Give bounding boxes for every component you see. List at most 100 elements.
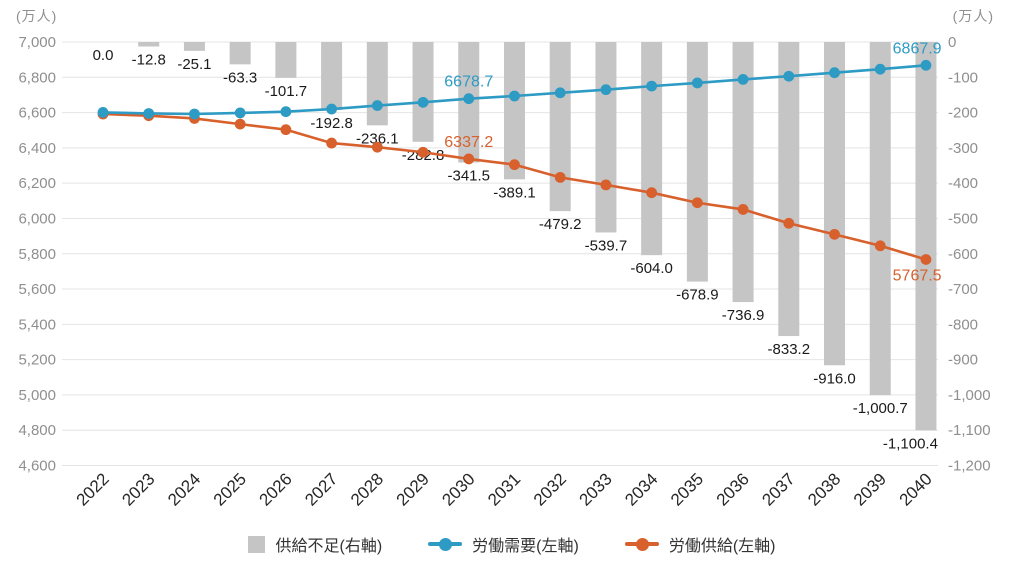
left-axis-tick-label: 5,800: [18, 246, 56, 263]
right-axis-tick-label: -500: [948, 210, 978, 227]
data-point: [97, 107, 109, 118]
shortage-bar: [778, 42, 800, 337]
year-label: 2031: [484, 469, 524, 509]
shortage-bar: [412, 42, 434, 142]
data-point: [280, 124, 292, 136]
data-point: [509, 90, 520, 102]
shortage-bar: [503, 42, 525, 180]
left-axis-tick-label: 6,400: [18, 140, 56, 157]
right-axis-tick-label: -100: [948, 69, 978, 86]
year-label: 2033: [576, 469, 616, 509]
shortage-bar: [732, 42, 754, 303]
shortage-bar: [321, 42, 343, 111]
data-point: [189, 108, 200, 120]
year-label: 2023: [118, 469, 158, 509]
year-label: 2027: [301, 469, 341, 509]
data-point: [326, 103, 337, 115]
bar-value-label: -539.7: [585, 237, 628, 254]
left-axis-tick-label: 7,000: [18, 34, 56, 51]
year-label: 2040: [896, 469, 936, 509]
data-point: [280, 106, 292, 118]
left-axis-tick-label: 5,000: [18, 387, 56, 404]
shortage-bar: [641, 42, 663, 256]
right-axis-tick-label: 0: [948, 34, 956, 51]
right-axis-tick-label: -1,100: [948, 422, 991, 439]
bar-value-label: -479.2: [539, 216, 582, 233]
data-point: [509, 159, 520, 171]
bar-value-label: -736.9: [722, 307, 765, 324]
year-label: 2032: [530, 469, 570, 509]
year-label: 2036: [713, 469, 753, 509]
data-point: [463, 153, 475, 165]
shortage-bar: [869, 42, 891, 396]
left-axis-unit: (万人): [16, 8, 58, 24]
shortage-bar: [138, 42, 160, 47]
year-label: 2038: [804, 469, 844, 509]
data-point: [691, 197, 703, 209]
shortage-bar: [229, 42, 251, 65]
line-dot-marker-icon: [428, 537, 463, 551]
line-dot-marker-icon: [624, 537, 659, 551]
series-point-labels: 6678.7 6867.9 6337.2 5767.5: [444, 40, 941, 284]
point-value-label: 6678.7: [444, 74, 493, 91]
year-label: 2037: [758, 469, 798, 509]
right-axis-tick-label: -600: [948, 246, 978, 263]
data-point: [829, 67, 840, 79]
data-point: [234, 107, 246, 119]
data-point: [783, 217, 795, 229]
labor-demand-line-series: [97, 59, 932, 120]
legend-item-labor-demand: 労働需要(左軸): [428, 532, 579, 556]
data-point: [829, 228, 840, 240]
legend-label: 労働供給(左軸): [668, 538, 776, 555]
shortage-bar: [915, 42, 937, 431]
right-axis-tick-label: -200: [948, 105, 978, 122]
data-point: [646, 187, 658, 199]
bar-value-label: -916.0: [813, 370, 856, 387]
data-point: [874, 240, 886, 252]
left-axis-tick-label: 6,600: [18, 105, 56, 122]
data-point: [600, 179, 612, 191]
bar-value-label: -12.8: [132, 52, 166, 69]
left-axis-tick-label: 5,400: [18, 316, 56, 333]
shortage-bar: [595, 42, 617, 233]
bar-value-label: -833.2: [768, 341, 811, 358]
left-axis-tick-label: 6,800: [18, 69, 56, 86]
left-axis-tick-label: 4,800: [18, 422, 56, 439]
bar-value-label: 0.0: [93, 47, 114, 64]
year-label: 2035: [667, 469, 707, 509]
bar-value-label: -604.0: [630, 260, 673, 277]
data-point: [371, 141, 383, 153]
point-value-label: 6337.2: [444, 134, 493, 151]
data-point: [874, 63, 886, 75]
data-point: [737, 74, 749, 85]
data-point: [417, 146, 429, 158]
supply-shortage-bar-series: [138, 42, 937, 431]
bar-value-label: -389.1: [493, 184, 536, 201]
right-axis-ticks: 0 -100 -200 -300 -400 -500 -600 -700 -800 -900 -1,…: [948, 34, 991, 475]
x-axis-labels: 2022 2023 2024 2025 2026 2027 2028 2029 2030 2031…: [73, 469, 936, 509]
year-label: 2030: [438, 469, 478, 509]
year-label: 2025: [210, 469, 250, 509]
year-label: 2022: [73, 469, 113, 509]
chart-legend: 供給不足(右軸) 労働需要(左軸) 労働供給(左軸): [0, 532, 1024, 556]
year-label: 2024: [164, 469, 204, 509]
data-point: [600, 84, 612, 96]
data-point: [646, 80, 658, 92]
bar-value-label: -678.9: [676, 287, 719, 304]
year-label: 2028: [347, 469, 387, 509]
left-axis-ticks: 7,000 6,800 6,600 6,400 6,200 6,000 5,800 5,600…: [18, 34, 56, 475]
year-label: 2034: [621, 469, 661, 509]
bar-swatch-icon: [248, 535, 266, 553]
shortage-bar: [366, 42, 388, 126]
data-point: [326, 137, 337, 149]
data-point: [920, 254, 932, 265]
left-axis-tick-label: 6,200: [18, 175, 56, 192]
data-point: [417, 96, 429, 108]
shortage-bar: [549, 42, 571, 212]
labor-supply-demand-combo-chart: 7,000 6,800 6,600 6,400 6,200 6,000 5,800 5,600…: [18, 34, 991, 510]
data-point: [234, 118, 246, 130]
left-axis-tick-label: 4,600: [18, 458, 56, 475]
right-axis-tick-label: -800: [948, 316, 978, 333]
right-axis-tick-label: -900: [948, 352, 978, 369]
legend-label: 供給不足(右軸): [275, 538, 383, 555]
